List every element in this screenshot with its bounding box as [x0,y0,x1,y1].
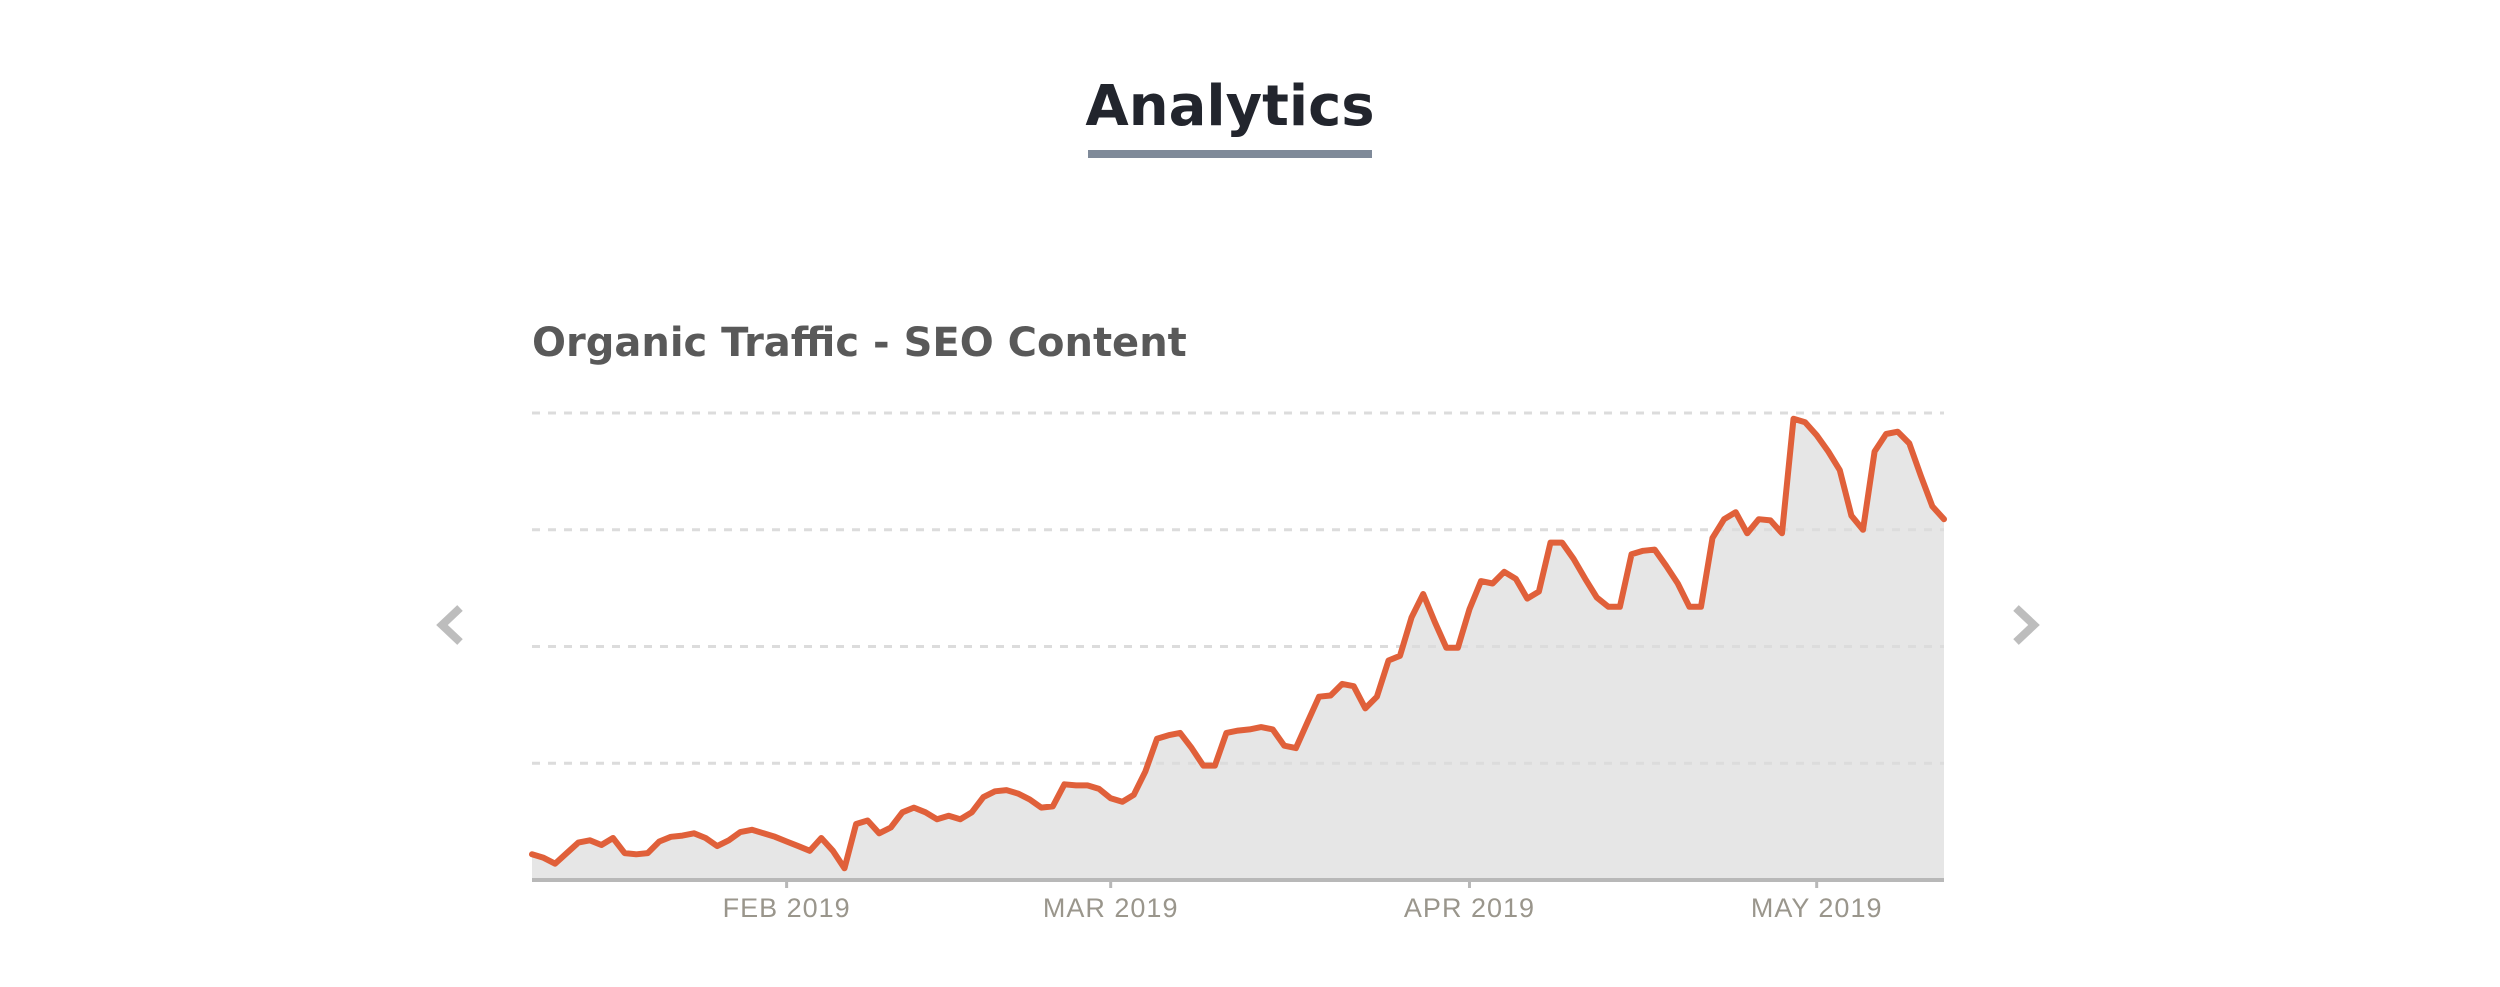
x-tick-label: MAR 2019 [1043,893,1179,923]
prev-arrow[interactable] [436,605,463,645]
title-underline [1088,150,1372,158]
x-tick-label: MAY 2019 [1751,893,1883,923]
traffic-line [529,415,1947,872]
prev-chevron[interactable] [436,605,463,645]
next-arrow[interactable] [2013,605,2040,645]
chart-title: Organic Traffic - SEO Content [532,320,1187,366]
area-fill [532,418,1944,880]
page-title: Analytics [1085,74,1374,139]
x-tick-label: APR 2019 [1404,893,1535,923]
x-tick-label: FEB 2019 [723,893,851,923]
next-chevron[interactable] [2013,605,2040,645]
